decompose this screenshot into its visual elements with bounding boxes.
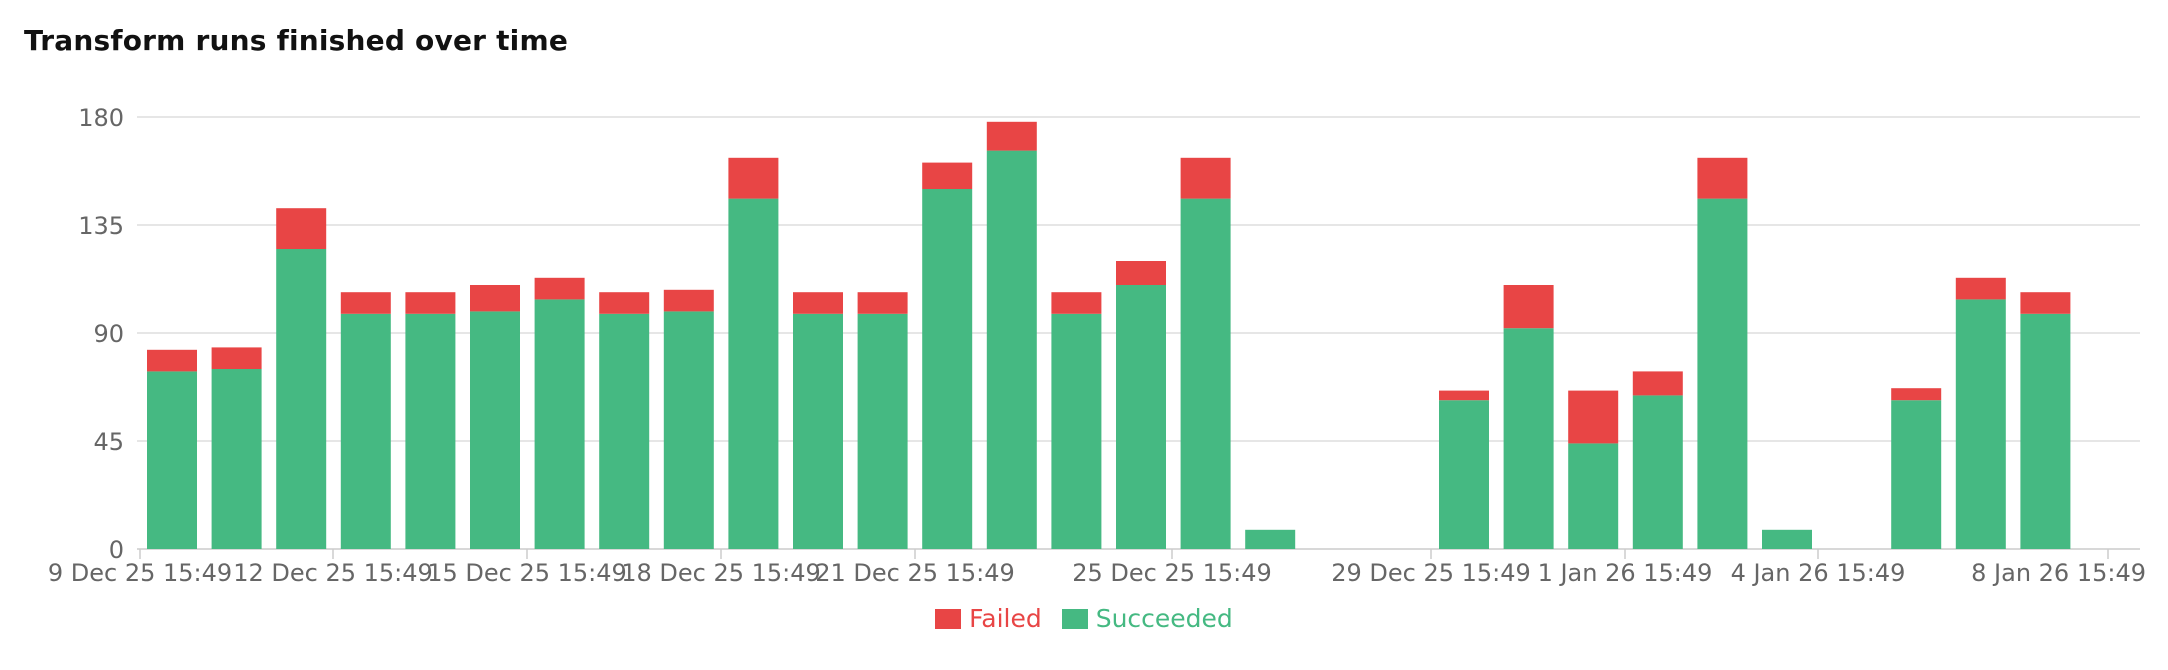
x-tick-label: 15 Dec 25 15:49	[427, 559, 627, 587]
x-tick-label: 4 Jan 26 15:49	[1731, 559, 1906, 587]
bar-succeeded[interactable]	[1762, 529, 1812, 549]
bar-succeeded[interactable]	[2020, 313, 2071, 549]
bar-succeeded[interactable]	[211, 369, 262, 549]
bar-succeeded[interactable]	[1955, 299, 2006, 549]
bar-failed[interactable]	[599, 292, 650, 314]
y-tick-label: 0	[109, 536, 124, 564]
y-axis: 0 45 90 135 180	[78, 104, 124, 564]
bar-succeeded[interactable]	[663, 311, 714, 549]
bar-failed[interactable]	[1632, 371, 1683, 396]
legend-item-succeeded[interactable]: Succeeded	[1061, 604, 1233, 633]
legend-label-failed: Failed	[969, 604, 1042, 633]
bar-succeeded[interactable]	[857, 313, 908, 549]
bar-succeeded[interactable]	[1503, 328, 1554, 549]
x-tick-label: 25 Dec 25 15:49	[1072, 559, 1272, 587]
bar-succeeded[interactable]	[599, 313, 650, 549]
bar-succeeded[interactable]	[1116, 285, 1166, 549]
bar-failed[interactable]	[1180, 157, 1231, 199]
legend: Failed Succeeded	[0, 604, 2168, 633]
bar-failed[interactable]	[211, 347, 262, 369]
bar-succeeded[interactable]	[405, 313, 456, 549]
bar-succeeded[interactable]	[1051, 313, 1102, 549]
x-tick-label: 18 Dec 25 15:49	[621, 559, 821, 587]
legend-swatch-failed	[935, 608, 962, 629]
bar-succeeded[interactable]	[534, 299, 585, 549]
legend-item-failed[interactable]: Failed	[935, 604, 1042, 633]
bar-succeeded[interactable]	[276, 249, 327, 549]
x-tick-label: 1 Jan 26 15:49	[1538, 559, 1713, 587]
bar-succeeded[interactable]	[1697, 198, 1748, 549]
bar-failed[interactable]	[922, 162, 973, 189]
bar-succeeded[interactable]	[986, 150, 1037, 549]
stacked-bar-chart: 0 45 90 135 180 9 Dec 25 15:49 12 Dec 25 15:4…	[48, 104, 2146, 587]
legend-swatch-succeeded	[1061, 608, 1088, 629]
x-tick-label: 12 Dec 25 15:49	[233, 559, 433, 587]
legend-label-succeeded: Succeeded	[1095, 604, 1233, 633]
bar-failed[interactable]	[793, 292, 843, 314]
y-tick-label: 135	[78, 212, 124, 240]
bar-failed[interactable]	[1051, 292, 1102, 314]
bar-succeeded[interactable]	[1632, 395, 1683, 549]
bar-failed[interactable]	[1955, 277, 2006, 300]
bar-succeeded[interactable]	[147, 371, 197, 549]
bar-succeeded[interactable]	[1245, 529, 1296, 549]
bar-failed[interactable]	[276, 208, 327, 249]
chart-title: Transform runs finished over time	[24, 24, 569, 57]
x-tick-label: 29 Dec 25 15:49	[1331, 559, 1531, 587]
bar-failed[interactable]	[2020, 292, 2071, 314]
bar-failed[interactable]	[986, 121, 1037, 151]
bar-succeeded[interactable]	[793, 313, 843, 549]
bar-failed[interactable]	[1891, 388, 1942, 401]
x-tick-label: 9 Dec 25 15:49	[48, 559, 232, 587]
bar-succeeded[interactable]	[1568, 443, 1619, 549]
bar-succeeded[interactable]	[922, 189, 973, 549]
bar-succeeded[interactable]	[1439, 400, 1489, 549]
bar-failed[interactable]	[1568, 390, 1619, 444]
bar-failed[interactable]	[470, 285, 520, 312]
bars	[147, 121, 2071, 549]
bar-failed[interactable]	[728, 157, 779, 199]
bar-failed[interactable]	[857, 292, 908, 314]
bar-failed[interactable]	[1503, 285, 1554, 329]
bar-failed[interactable]	[340, 292, 391, 314]
bar-failed[interactable]	[534, 277, 585, 300]
bar-failed[interactable]	[1697, 157, 1748, 199]
bar-failed[interactable]	[1116, 261, 1166, 285]
bar-succeeded[interactable]	[1891, 400, 1942, 549]
bar-failed[interactable]	[147, 349, 197, 372]
bar-succeeded[interactable]	[470, 311, 520, 549]
x-tick-label: 21 Dec 25 15:49	[815, 559, 1015, 587]
x-tick-label: 8 Jan 26 15:49	[1971, 559, 2146, 587]
bar-failed[interactable]	[663, 289, 714, 312]
y-tick-label: 90	[93, 320, 124, 348]
y-tick-label: 180	[78, 104, 124, 132]
bar-failed[interactable]	[1439, 390, 1489, 401]
bar-succeeded[interactable]	[1180, 198, 1231, 549]
bar-succeeded[interactable]	[340, 313, 391, 549]
bar-succeeded[interactable]	[728, 198, 779, 549]
y-tick-label: 45	[93, 428, 124, 456]
bar-failed[interactable]	[405, 292, 456, 314]
